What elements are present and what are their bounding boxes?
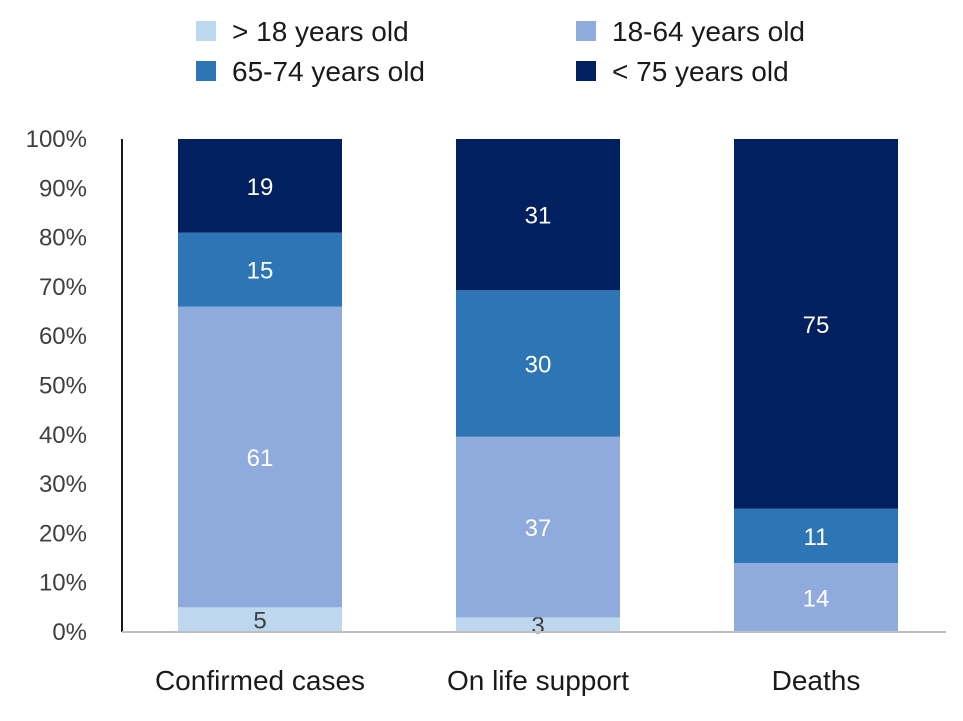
data-label: 75 bbox=[803, 312, 830, 339]
bar-segment bbox=[734, 562, 898, 632]
y-tick-label: 0% bbox=[52, 619, 87, 646]
legend: > 18 years old 18-64 years old 65-74 years… bbox=[196, 16, 805, 87]
bar-segment bbox=[178, 607, 342, 632]
bar-segment bbox=[178, 232, 342, 307]
y-tick-label: 50% bbox=[39, 373, 87, 400]
data-label: 37 bbox=[525, 515, 552, 542]
x-tick-label: Confirmed cases bbox=[155, 665, 365, 696]
data-label: 5 bbox=[253, 608, 266, 635]
data-label: 31 bbox=[525, 203, 552, 230]
data-label: 15 bbox=[247, 258, 274, 285]
bar-segment bbox=[456, 139, 620, 291]
x-tick-label: On life support bbox=[447, 665, 629, 696]
legend-label: > 18 years old bbox=[232, 16, 409, 47]
y-tick-label: 40% bbox=[39, 422, 87, 449]
y-tick-label: 60% bbox=[39, 323, 87, 350]
y-tick-label: 20% bbox=[39, 520, 87, 547]
legend-label: 18-64 years old bbox=[612, 16, 805, 47]
y-tick-label: 100% bbox=[26, 126, 87, 153]
y-axis: 0% 10% 20% 30% 40% 50% 60% 70% 80% 90% 100% bbox=[26, 126, 123, 646]
legend-swatch bbox=[196, 21, 216, 41]
x-axis: Confirmed cases On life support Deaths bbox=[122, 631, 946, 696]
data-label: 61 bbox=[247, 445, 274, 472]
bar-segment bbox=[456, 436, 620, 618]
x-tick-label: Deaths bbox=[772, 665, 861, 696]
y-tick-label: 30% bbox=[39, 471, 87, 498]
y-tick-label: 10% bbox=[39, 570, 87, 597]
y-tick-label: 90% bbox=[39, 175, 87, 202]
legend-swatch bbox=[576, 21, 596, 41]
bar-segment bbox=[456, 290, 620, 437]
bar-segment bbox=[734, 139, 898, 509]
bar-segment bbox=[178, 306, 342, 608]
y-tick-label: 80% bbox=[39, 225, 87, 252]
data-label: 19 bbox=[247, 174, 274, 201]
legend-label: 65-74 years old bbox=[232, 56, 425, 87]
legend-swatch bbox=[576, 61, 596, 81]
bar-segment bbox=[734, 508, 898, 563]
bar-segment bbox=[456, 617, 620, 632]
legend-swatch bbox=[196, 61, 216, 81]
bar-segment bbox=[178, 139, 342, 233]
data-label: 14 bbox=[803, 585, 830, 612]
data-label: 30 bbox=[525, 352, 552, 379]
data-label: 11 bbox=[804, 524, 829, 551]
legend-label: < 75 years old bbox=[612, 56, 789, 87]
y-tick-label: 70% bbox=[39, 274, 87, 301]
